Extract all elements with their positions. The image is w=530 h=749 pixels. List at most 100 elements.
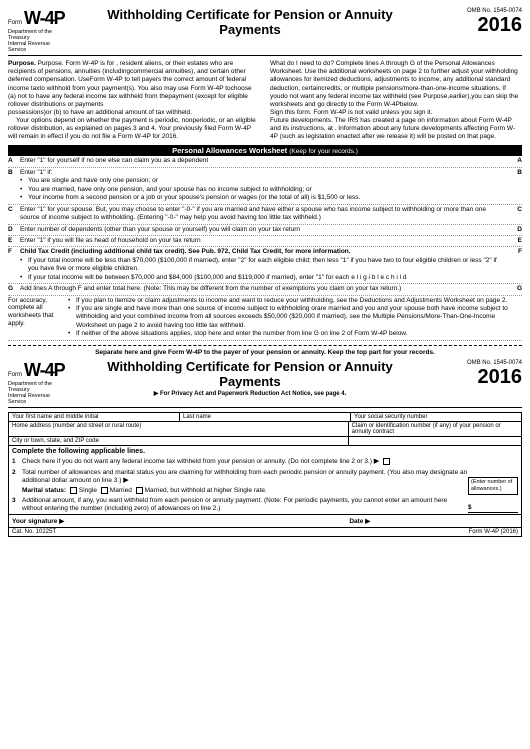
separator-note: Separate here and give Form W-4P to the … bbox=[8, 345, 522, 356]
accuracy-bullet-3: If neither of the above situations appli… bbox=[68, 330, 516, 338]
form-header: Form W-4P Department of the Treasury Int… bbox=[8, 8, 522, 56]
marital-single-label: Single bbox=[79, 487, 97, 494]
privacy-notice: ▶ For Privacy Act and Paperwork Reductio… bbox=[76, 390, 424, 397]
lower-form-label: Form bbox=[8, 372, 22, 378]
marital-higher-checkbox[interactable] bbox=[136, 487, 143, 494]
row-a-letter: A bbox=[8, 157, 20, 165]
form-fields: Your first name and middle initial Last … bbox=[8, 412, 522, 537]
row-b-block: Enter "1" if: You are single and have on… bbox=[20, 169, 510, 203]
row-c-letter: C bbox=[8, 206, 20, 214]
line-1-num: 1 bbox=[12, 458, 22, 467]
purpose-heading: Purpose. bbox=[8, 60, 36, 67]
line-3-text: Additional amount, if any, you want with… bbox=[22, 497, 468, 513]
complete-heading: Complete the following applicable lines. bbox=[9, 446, 521, 457]
row-c-end: C bbox=[510, 206, 522, 214]
main-title: Withholding Certificate for Pension or A… bbox=[76, 8, 424, 38]
line-3-amount[interactable]: $ bbox=[468, 504, 518, 513]
row-b-bullet-3: Your income from a second pension or a j… bbox=[20, 194, 504, 202]
claim-label: Claim or identification number (if any) … bbox=[352, 423, 518, 435]
row-e-text: Enter "1" if you will file as head of ho… bbox=[20, 237, 510, 245]
last-name-label: Last name bbox=[183, 414, 347, 420]
lower-dept-1: Department of the Treasury bbox=[8, 381, 68, 393]
purpose-left: Purpose. Purpose. Form W-4P is for , res… bbox=[8, 60, 260, 141]
row-d-letter: D bbox=[8, 226, 20, 234]
row-g-end: G bbox=[510, 285, 522, 293]
row-f-bullet-1: If your total income will be less than $… bbox=[20, 257, 504, 274]
dept-line-2: Internal Revenue Service bbox=[8, 41, 68, 53]
last-name-field[interactable]: Last name bbox=[180, 413, 351, 421]
row-f-letter: F bbox=[8, 248, 20, 256]
worksheet-title: Personal Allowances Worksheet bbox=[172, 146, 287, 155]
row-a-text: Enter "1" for yourself if no one else ca… bbox=[20, 157, 510, 165]
signature-field[interactable]: Your signature ▶ bbox=[12, 517, 349, 525]
purpose-text-2: possessions)or (b) to have an additional… bbox=[8, 109, 260, 117]
row-b-letter: B bbox=[8, 169, 20, 177]
form-code: W-4P bbox=[24, 8, 65, 28]
form-footer: Cat. No. 10225T Form W-4P (2016) bbox=[9, 527, 521, 536]
marital-married-checkbox[interactable] bbox=[101, 487, 108, 494]
row-e-end: E bbox=[510, 237, 522, 245]
lower-main-title: Withholding Certificate for Pension or A… bbox=[76, 360, 424, 390]
lower-form-header: Form W-4P Department of the Treasury Int… bbox=[8, 360, 522, 408]
marital-married-label: Married bbox=[110, 487, 132, 494]
allowances-hint: (Enter number of allowances.) bbox=[471, 479, 512, 492]
date-field[interactable]: Date ▶ bbox=[349, 517, 518, 525]
dept-line-1: Department of the Treasury bbox=[8, 29, 68, 41]
purpose-right: What do I need to do? Complete lines A t… bbox=[270, 60, 522, 141]
row-c-text: Enter "1" for your spouse. But, you may … bbox=[20, 206, 510, 223]
address-field[interactable]: Home address (number and street or rural… bbox=[9, 422, 349, 436]
city-label: City or town, state, and ZIP code bbox=[12, 438, 345, 444]
lower-dept-2: Internal Revenue Service bbox=[8, 393, 68, 405]
line-2-label: Total number of allowances and marital s… bbox=[22, 469, 467, 484]
arrow-icon-2: ▶ bbox=[123, 477, 128, 484]
tax-year: 2016 bbox=[432, 14, 522, 37]
row-f-bullet-2: If your total income will be between $70… bbox=[20, 274, 504, 282]
marital-single-checkbox[interactable] bbox=[70, 487, 77, 494]
line-1-text: Check here if you do not want any federa… bbox=[22, 458, 518, 467]
row-f-end: F bbox=[510, 248, 522, 256]
accuracy-bullet-2: If you are single and have more than one… bbox=[68, 305, 516, 330]
row-g-letter: G bbox=[8, 285, 20, 293]
form-footer-id: Form W-4P (2016) bbox=[469, 529, 518, 535]
worksheet-hint: (Keep for your records.) bbox=[289, 148, 358, 155]
city-field[interactable]: City or town, state, and ZIP code bbox=[9, 437, 349, 445]
lower-year-prefix: 20 bbox=[478, 366, 500, 388]
form-label: Form bbox=[8, 20, 22, 26]
ssn-field[interactable]: Your social security number bbox=[351, 413, 521, 421]
title-block: Withholding Certificate for Pension or A… bbox=[68, 8, 432, 53]
first-name-label: Your first name and middle initial bbox=[12, 414, 176, 420]
lower-tax-year: 2016 bbox=[432, 366, 522, 389]
purpose-right-1: What do I need to do? Complete lines A t… bbox=[270, 60, 522, 109]
first-name-field[interactable]: Your first name and middle initial bbox=[9, 413, 180, 421]
cat-number: Cat. No. 10225T bbox=[12, 529, 56, 535]
year-suffix: 16 bbox=[500, 14, 522, 36]
line-1-checkbox[interactable] bbox=[383, 458, 390, 465]
worksheet-title-bar: Personal Allowances Worksheet (Keep for … bbox=[8, 145, 522, 156]
lower-year-suffix: 16 bbox=[500, 366, 522, 388]
accuracy-bullet-1: If you plan to itemize or claim adjustme… bbox=[68, 297, 516, 305]
row-f-block: Child Tax Credit (including additional c… bbox=[20, 248, 510, 282]
row-d-end: D bbox=[510, 226, 522, 234]
claim-field-cont bbox=[349, 437, 521, 445]
row-b-bullet-2: You are married, have only one pension, … bbox=[20, 186, 504, 194]
line-1-label: Check here if you do not want any federa… bbox=[22, 458, 372, 465]
year-block: OMB No. 1545-0074 2016 bbox=[432, 8, 522, 53]
purpose-right-3: Future developments. The IRS has created… bbox=[270, 117, 522, 141]
marital-label: Marital status: bbox=[22, 487, 66, 494]
lower-year-block: OMB No. 1545-0074 2016 bbox=[432, 360, 522, 405]
row-f-text: Child Tax Credit (including additional c… bbox=[20, 248, 351, 255]
lower-form-code: W-4P bbox=[24, 360, 65, 380]
allowances-box[interactable]: (Enter number of allowances.) bbox=[468, 477, 518, 495]
address-label: Home address (number and street or rural… bbox=[12, 423, 345, 429]
ssn-label: Your social security number bbox=[354, 414, 518, 420]
accuracy-label: For accuracy, complete all worksheets th… bbox=[8, 297, 68, 328]
row-g-text: Add lines A through F and enter total he… bbox=[20, 285, 510, 293]
line-2-block: Total number of allowances and marital s… bbox=[22, 469, 468, 495]
purpose-right-2: Sign this form. Form W-4P is not valid u… bbox=[270, 109, 522, 117]
row-b-end: B bbox=[510, 169, 522, 177]
arrow-icon: ▶ bbox=[374, 458, 379, 465]
claim-field[interactable]: Claim or identification number (if any) … bbox=[349, 422, 521, 436]
row-b-bullet-1: You are single and have only one pension… bbox=[20, 177, 504, 185]
purpose-text-3: Your options depend on whether the payme… bbox=[8, 117, 260, 141]
accuracy-block: If you plan to itemize or claim adjustme… bbox=[68, 297, 522, 339]
